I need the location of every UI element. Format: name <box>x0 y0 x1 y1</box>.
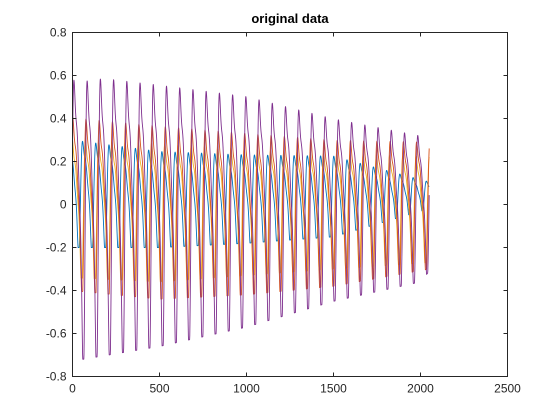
y-tick-label: -0.8 <box>46 370 67 384</box>
x-tick-label: 2500 <box>494 382 521 396</box>
y-tick-label: -0.2 <box>46 241 67 255</box>
series-layer <box>72 78 430 360</box>
x-tick-label: 500 <box>149 382 169 396</box>
series-line-4 <box>72 140 430 248</box>
x-tick-label: 1000 <box>233 382 260 396</box>
x-tick-label: 1500 <box>320 382 347 396</box>
x-tick-label: 0 <box>69 382 76 396</box>
chart-title: original data <box>251 11 329 26</box>
series-line-1 <box>72 78 430 360</box>
x-tick-label: 2000 <box>407 382 434 396</box>
y-tick-label: 0.6 <box>50 69 67 83</box>
tick-layer: 0 500 1000 1500 2000 2500 -0.8 -0.6 -0.4 -0.2 0 0.2… <box>46 26 521 396</box>
y-tick-label: -0.4 <box>46 284 67 298</box>
y-tick-label: -0.6 <box>46 327 67 341</box>
y-tick-label: 0.2 <box>50 155 67 169</box>
series-line-2 <box>72 117 430 300</box>
y-tick-label: 0 <box>60 198 67 212</box>
y-tick-label: 0.4 <box>50 112 67 126</box>
y-tick-label: 0.8 <box>50 26 67 40</box>
